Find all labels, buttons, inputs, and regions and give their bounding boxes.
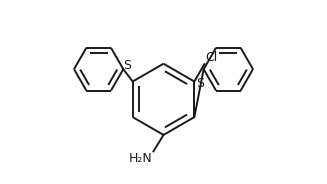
Text: H₂N: H₂N <box>129 152 152 165</box>
Text: Cl: Cl <box>205 51 217 64</box>
Text: S: S <box>196 77 204 90</box>
Text: S: S <box>123 59 131 72</box>
